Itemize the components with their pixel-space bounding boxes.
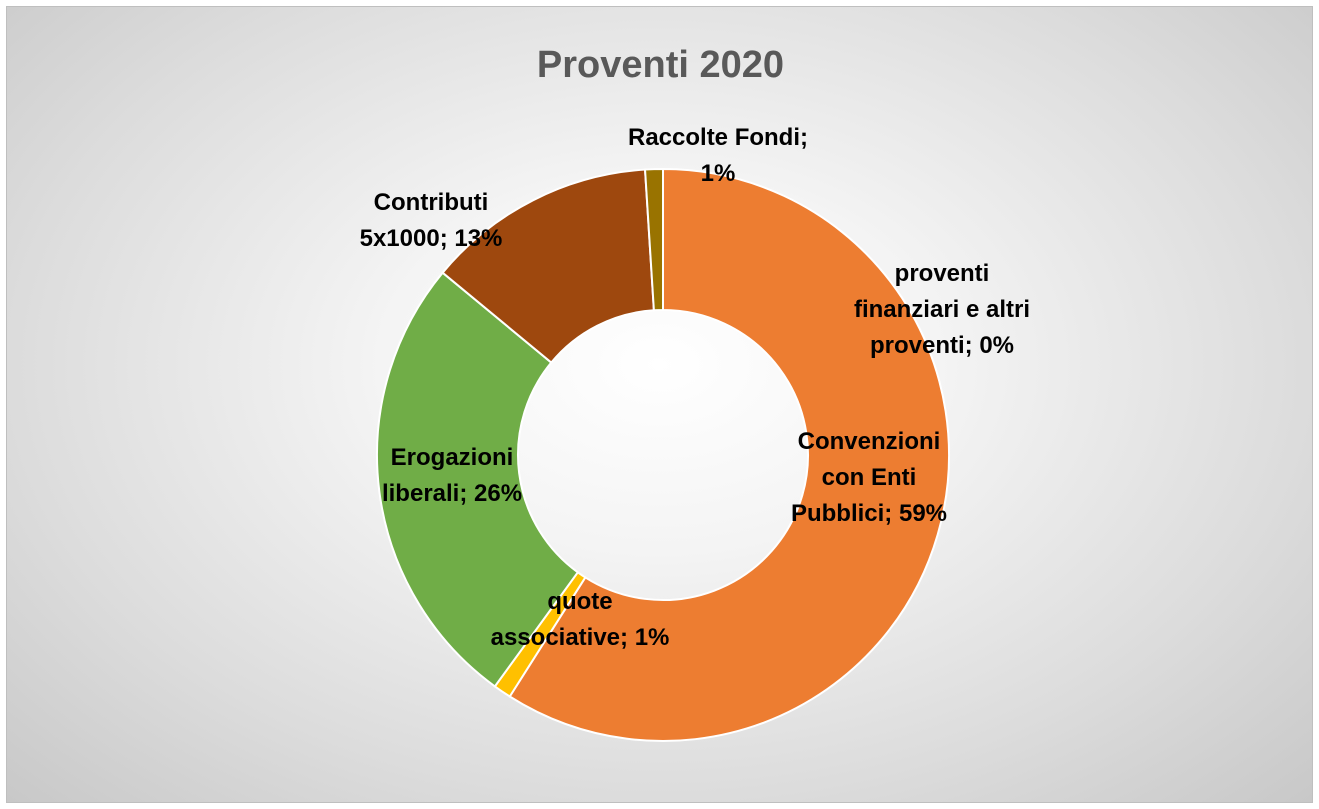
data-label-line: associative; 1% bbox=[491, 624, 670, 651]
data-label-raccolte-fondi: Raccolte Fondi; 1% bbox=[628, 124, 808, 187]
data-label-line: 5x1000; 13% bbox=[360, 225, 503, 252]
data-label-erogazioni-liberali: Erogazioni liberali; 26% bbox=[382, 444, 522, 507]
data-label-proventi-finanziari-e-altri-proventi: proventi finanziari e altri proventi; 0% bbox=[854, 260, 1030, 359]
data-label-convenzioni-con-enti-pubblici: Convenzioni con Enti Pubblici; 59% bbox=[791, 428, 947, 527]
data-label-line: Raccolte Fondi; bbox=[628, 124, 808, 151]
data-label-line: proventi; 0% bbox=[870, 332, 1014, 359]
donut-slice-erogazioni-liberali bbox=[376, 271, 580, 688]
data-label-line: Pubblici; 59% bbox=[791, 500, 947, 527]
data-label-line: finanziari e altri bbox=[854, 296, 1030, 323]
chart-area: Proventi 2020 Convenzioni con Enti Pubblic… bbox=[6, 6, 1313, 803]
donut-slice-raccolte-fondi bbox=[643, 167, 664, 312]
data-label-line: Erogazioni bbox=[391, 444, 514, 471]
data-label-contributi-5x1000: Contributi 5x1000; 13% bbox=[360, 189, 503, 252]
chart-title: Proventi 2020 bbox=[536, 44, 785, 86]
data-label-line: quote bbox=[547, 588, 612, 615]
data-label-line: proventi bbox=[895, 260, 990, 287]
donut-slice-contributi-5x1000 bbox=[441, 168, 655, 364]
data-label-quote-associative: quote associative; 1% bbox=[491, 588, 670, 651]
data-label-line: Convenzioni bbox=[798, 428, 941, 455]
data-label-line: liberali; 26% bbox=[382, 480, 522, 507]
data-label-line: 1% bbox=[701, 160, 736, 187]
donut-chart: Convenzioni con Enti Pubblici; 59% quote ass… bbox=[360, 124, 1030, 742]
donut-slice-convenzioni-con-enti-pubblici bbox=[508, 167, 950, 742]
data-label-line: con Enti bbox=[822, 464, 917, 491]
data-label-line: Contributi bbox=[374, 189, 489, 216]
